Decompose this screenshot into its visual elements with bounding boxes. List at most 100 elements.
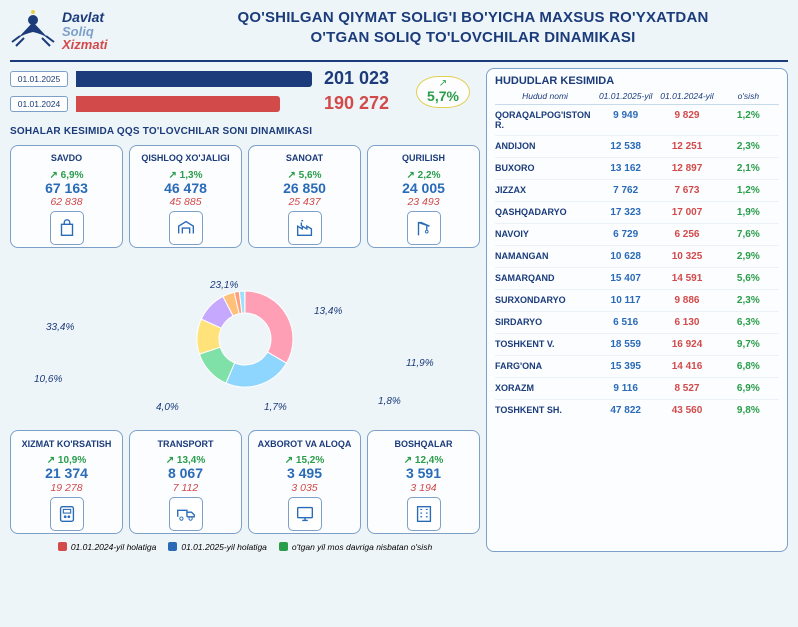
region-growth: 5,6% — [718, 273, 779, 284]
region-2024: 10 325 — [656, 251, 717, 262]
region-row: SIRDARYO 6 516 6 130 6,3% — [495, 312, 779, 334]
region-growth: 9,8% — [718, 405, 779, 416]
region-name: ANDIJON — [495, 141, 595, 152]
region-growth: 2,3% — [718, 141, 779, 152]
bar-row: 01.01.2025201 023 — [10, 68, 480, 89]
region-2025: 13 162 — [595, 163, 656, 174]
region-2024: 16 924 — [656, 339, 717, 350]
region-2025: 10 628 — [595, 251, 656, 262]
region-2024: 12 251 — [656, 141, 717, 152]
region-name: QORAQALPOG'ISTON R. — [495, 110, 595, 130]
region-name: TOSHKENT V. — [495, 339, 595, 350]
bag-icon — [50, 211, 84, 245]
header: Davlat Soliq Xizmati QO'SHILGAN QIYMAT S… — [10, 8, 788, 54]
region-row: SURXONDARYO 10 117 9 886 2,3% — [495, 290, 779, 312]
service-icon — [50, 497, 84, 531]
legend-item: 01.01.2024-yil holatiga — [58, 542, 157, 552]
sector-value-2024: 19 278 — [50, 482, 82, 494]
region-row: JIZZAX 7 762 7 673 1,2% — [495, 180, 779, 202]
sector-value-2024: 45 885 — [169, 196, 201, 208]
sector-name: TRANSPORT — [158, 434, 214, 454]
region-2024: 8 527 — [656, 383, 717, 394]
region-name: SAMARQAND — [495, 273, 595, 284]
sector-value-2025: 3 591 — [406, 466, 441, 481]
region-growth: 6,3% — [718, 317, 779, 328]
region-growth: 1,2% — [718, 185, 779, 196]
bar-fill — [76, 96, 316, 112]
region-2025: 18 559 — [595, 339, 656, 350]
region-growth: 2,3% — [718, 295, 779, 306]
region-2024: 43 560 — [656, 405, 717, 416]
region-name: FARG'ONA — [495, 361, 595, 372]
region-2024: 17 007 — [656, 207, 717, 218]
regions-panel: HUDUDLAR KESIMIDA Hudud nomi 01.01.2025-… — [486, 68, 788, 552]
legend-text: 01.01.2024-yil holatiga — [71, 542, 157, 552]
pie-label: 10,6% — [34, 374, 62, 385]
region-2025: 9 949 — [595, 110, 656, 130]
sector-name: QISHLOQ XO'JALIGI — [141, 149, 229, 169]
legend: 01.01.2024-yil holatiga 01.01.2025-yil ho… — [10, 542, 480, 552]
sector-card: QURILISH ↗ 2,2% 24 005 23 493 — [367, 145, 480, 248]
legend-item: 01.01.2025-yil holatiga — [168, 542, 267, 552]
donut-chart: 33,4%23,1%13,4%11,9%10,6%4,0%1,7%1,8% — [10, 254, 480, 424]
sector-name: SANOAT — [286, 149, 323, 169]
brand-line-3: Xizmati — [62, 38, 108, 52]
region-2024: 6 130 — [656, 317, 717, 328]
bar-label: 01.01.2025 — [10, 71, 68, 87]
sector-card: XIZMAT KO'RSATISH ↗ 10,9% 21 374 19 278 — [10, 430, 123, 533]
sector-value-2025: 46 478 — [164, 181, 207, 196]
sector-value-2025: 8 067 — [168, 466, 203, 481]
region-growth: 2,9% — [718, 251, 779, 262]
monitor-icon — [288, 497, 322, 531]
legend-swatch — [168, 542, 177, 551]
pie-label: 1,7% — [264, 402, 287, 413]
region-row: FARG'ONA 15 395 14 416 6,8% — [495, 356, 779, 378]
region-2024: 12 897 — [656, 163, 717, 174]
building-icon — [407, 497, 441, 531]
sector-cards-top: SAVDO ↗ 6,9% 67 163 62 838 QISHLOQ XO'JA… — [10, 145, 480, 248]
region-2024: 14 591 — [656, 273, 717, 284]
col-growth: o'sish — [718, 91, 779, 101]
region-2024: 7 673 — [656, 185, 717, 196]
region-name: TOSHKENT SH. — [495, 405, 595, 416]
barn-icon — [169, 211, 203, 245]
factory-icon — [288, 211, 322, 245]
sector-value-2025: 67 163 — [45, 181, 88, 196]
regions-title: HUDUDLAR KESIMIDA — [495, 75, 779, 87]
region-row: QORAQALPOG'ISTON R. 9 949 9 829 1,2% — [495, 105, 779, 136]
bar-label: 01.01.2024 — [10, 96, 68, 112]
region-2025: 17 323 — [595, 207, 656, 218]
region-name: BUXORO — [495, 163, 595, 174]
legend-swatch — [279, 542, 288, 551]
region-row: TOSHKENT V. 18 559 16 924 9,7% — [495, 334, 779, 356]
sector-value-2024: 7 112 — [173, 482, 199, 494]
region-2024: 6 256 — [656, 229, 717, 240]
pie-label: 4,0% — [156, 402, 179, 413]
sector-value-2024: 25 437 — [288, 196, 320, 208]
region-row: BUXORO 13 162 12 897 2,1% — [495, 158, 779, 180]
sector-value-2025: 3 495 — [287, 466, 322, 481]
region-name: QASHQADARYO — [495, 207, 595, 218]
region-2025: 47 822 — [595, 405, 656, 416]
sector-value-2024: 3 194 — [410, 482, 436, 494]
region-name: JIZZAX — [495, 185, 595, 196]
region-row: NAMANGAN 10 628 10 325 2,9% — [495, 246, 779, 268]
sector-cards-bottom: XIZMAT KO'RSATISH ↗ 10,9% 21 374 19 278 … — [10, 430, 480, 533]
divider — [10, 60, 788, 62]
sectors-subtitle: SOHALAR KESIMIDA QQS TO'LOVCHILAR SONI D… — [10, 126, 480, 137]
sector-value-2025: 26 850 — [283, 181, 326, 196]
title-line-1: QO'SHILGAN QIYMAT SOLIG'I BO'YICHA MAXSU… — [158, 8, 788, 28]
sector-card: AXBOROT VA ALOQA ↗ 15,2% 3 495 3 035 — [248, 430, 361, 533]
region-growth: 6,9% — [718, 383, 779, 394]
region-name: XORAZM — [495, 383, 595, 394]
legend-text: 01.01.2025-yil holatiga — [181, 542, 267, 552]
pie-label: 11,9% — [406, 358, 434, 369]
region-growth: 1,9% — [718, 207, 779, 218]
region-growth: 7,6% — [718, 229, 779, 240]
pie-label: 13,4% — [314, 306, 342, 317]
region-name: SURXONDARYO — [495, 295, 595, 306]
region-2025: 6 516 — [595, 317, 656, 328]
region-2025: 10 117 — [595, 295, 656, 306]
region-row: ANDIJON 12 538 12 251 2,3% — [495, 136, 779, 158]
region-row: TOSHKENT SH. 47 822 43 560 9,8% — [495, 400, 779, 421]
